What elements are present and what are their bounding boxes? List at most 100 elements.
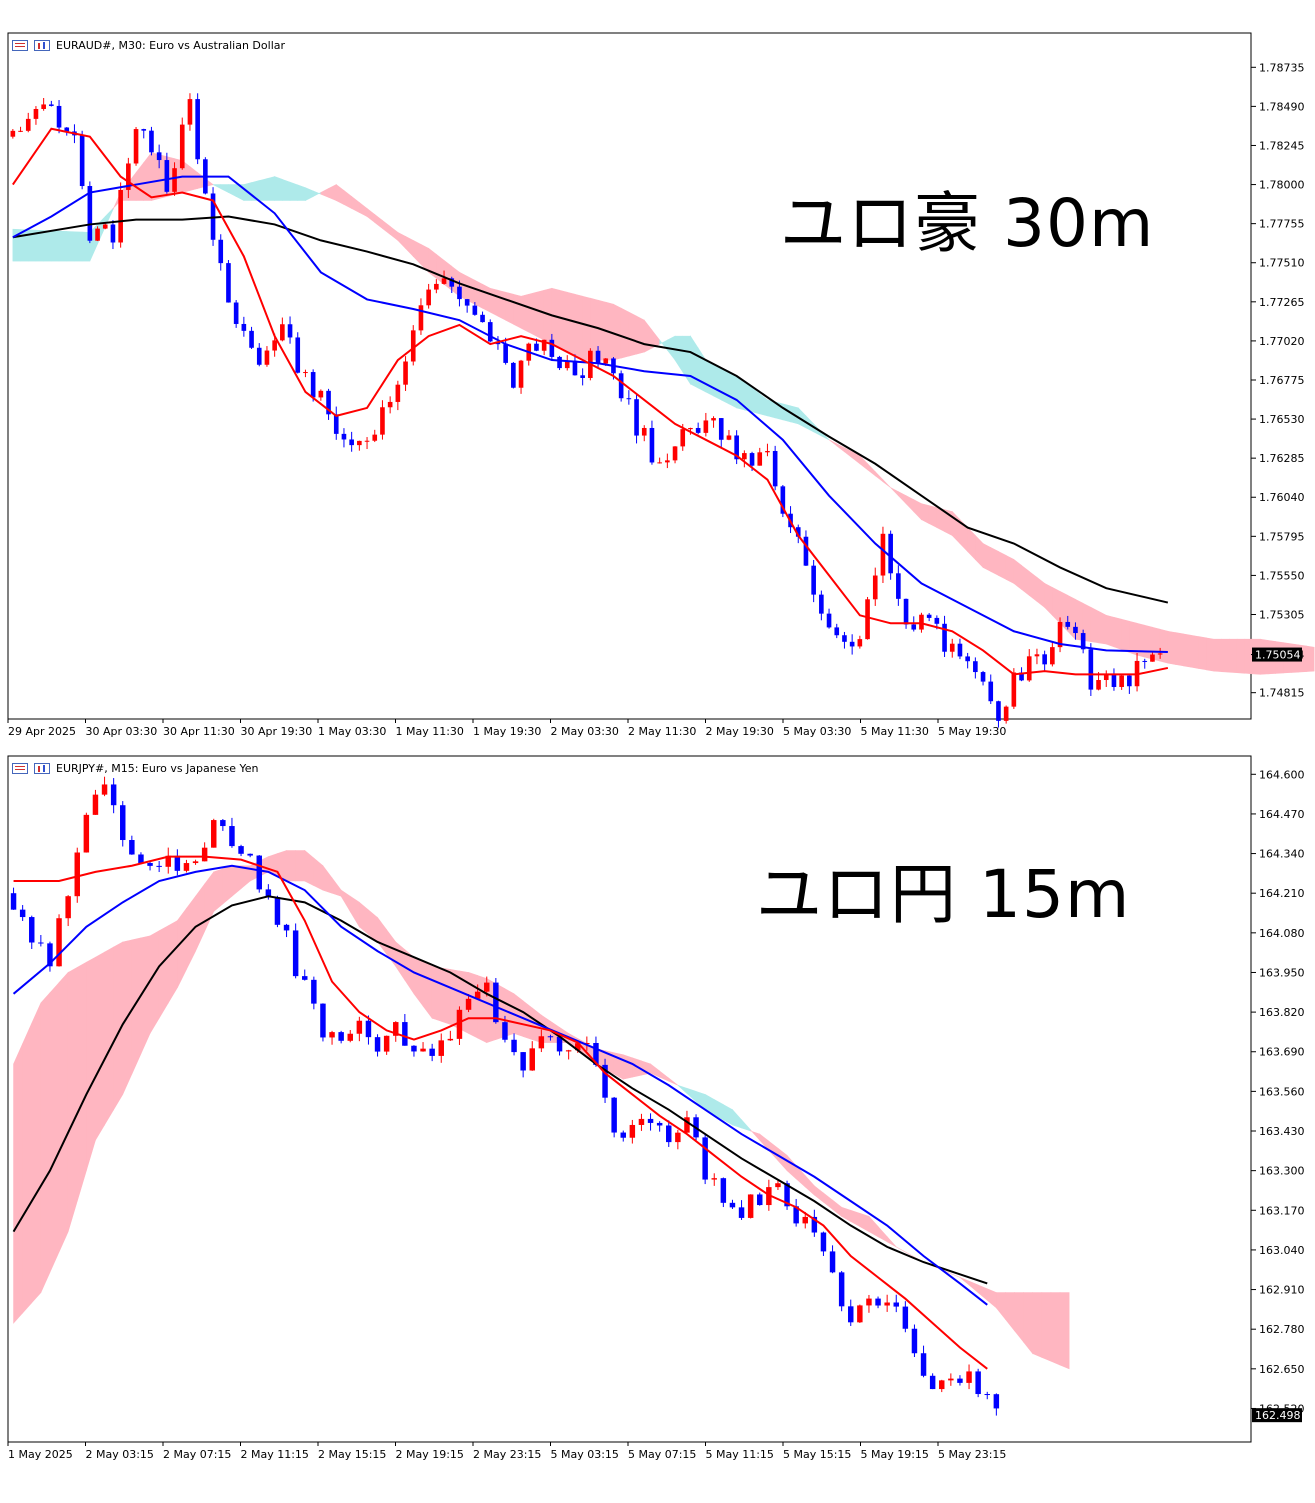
candle-body [884,1302,890,1306]
candle-body [126,163,131,190]
candle-body [1065,621,1071,627]
chart-type-icon[interactable] [34,40,50,51]
candle-body [303,372,308,374]
cloud-segment [628,311,637,357]
cloud-segment [58,230,68,262]
x-tick-label: 2 May 15:15 [318,1448,386,1461]
cloud-segment [668,1077,679,1086]
candle-body [29,917,35,943]
candle-body [556,1036,563,1052]
candle-body [380,407,385,435]
x-axis: 29 Apr 2025 30 Apr 03:30 30 Apr 11:30 30 Ap… [7,719,1006,738]
candles [10,776,1000,1416]
candle-body [283,924,290,931]
candle-body [1080,633,1086,650]
candle-body [456,1009,463,1039]
chart-type-icon[interactable] [34,763,50,774]
y-tick-label: 1.76040 [1259,491,1305,504]
candle-body [929,1375,936,1390]
cloud-segment [1005,554,1015,584]
candle-body [1034,654,1040,657]
cloud-segment [998,550,1007,580]
cloud-segment [1167,630,1176,665]
candle-body [320,1003,326,1038]
candle-body [973,661,978,673]
cloud-segment [886,1235,897,1248]
candle-body [757,452,763,466]
candle-body [387,401,393,408]
x-axis: 1 May 2025 2 May 03:15 2 May 07:15 2 May 11… [7,1442,1006,1461]
candle-body [665,460,670,463]
candle-body [201,847,208,862]
candle-body [172,168,177,192]
candle-body [529,1048,535,1071]
cloud-segment [22,1023,33,1314]
candle-body [711,418,716,421]
candle-body [457,286,462,300]
candle-body [493,982,499,1023]
x-tick-label: 5 May 11:15 [706,1448,774,1461]
cloud-segment [559,289,568,353]
x-tick-label: 5 May 03:15 [551,1448,619,1461]
candle-body [919,614,924,630]
candle-body [838,1272,845,1307]
candle-body [893,1302,899,1307]
candle-body [957,643,963,657]
candle-body [849,641,855,647]
candle-body [575,1043,581,1051]
candle-body [487,322,493,342]
candle-body [1042,654,1047,665]
chart-pane-eurjpy: 164.600 164.470 164.340 164.210 164.080 163.9… [0,753,1315,1468]
euraud-chart[interactable]: 1.78735 1.78490 1.78245 1.78000 1.77755 1.775… [0,30,1315,745]
chart-menu-icon[interactable] [12,763,28,774]
candle-body [820,1232,827,1252]
cloud-segment [1236,638,1246,674]
candle-body [295,337,301,373]
cloud-segment [440,967,451,1025]
candle-body [580,375,585,378]
eurjpy-chart[interactable]: 164.600 164.470 164.340 164.210 164.080 163.9… [0,753,1315,1468]
y-tick-label: 1.75795 [1259,530,1305,543]
candle-body [338,1032,344,1041]
candle-body [720,1178,727,1203]
cloud-segment [1213,638,1223,672]
candle-body [520,1052,526,1071]
candle-body [672,446,678,461]
candle-body [996,701,1001,721]
cloud-segment [1206,637,1215,672]
candle-body [638,1118,645,1125]
cloud-segment [905,1251,915,1258]
candle-body [480,314,485,323]
candle-body [41,104,46,109]
candle-body [966,1371,972,1383]
candle-body [1073,626,1078,634]
chart-menu-icon[interactable] [12,40,28,51]
cloud-segment [31,1002,42,1304]
cloud-segment [1159,628,1169,664]
cloud-segment [1229,638,1238,674]
candle-body [549,339,555,357]
x-tick-label: 5 May 15:15 [783,1448,851,1461]
candle-body [875,1298,881,1306]
candle-body [634,399,639,436]
y-tick-label: 163.950 [1259,966,1305,979]
chart-header-euraud: EURAUD#, M30: Euro vs Australian Dollar [12,39,285,52]
candle-body [911,624,917,630]
candle-body [1103,674,1109,681]
x-tick-label: 30 Apr 19:30 [241,725,313,738]
ichimoku-cloud [12,151,1315,675]
cloud-segment [1190,634,1199,669]
cloud-segment [297,184,306,201]
cloud-segment [1113,616,1122,651]
cloud-segment [1059,1292,1070,1370]
candle-body [92,794,99,815]
candle-body [984,1394,990,1396]
candle-body [411,1045,417,1052]
candle-body [819,594,824,614]
y-tick-label: 1.77510 [1259,257,1305,270]
candle-body [238,846,244,854]
candle-body [174,855,181,871]
cloud-segment [274,176,283,201]
candle-body [848,1306,854,1323]
candle-body [19,909,26,918]
